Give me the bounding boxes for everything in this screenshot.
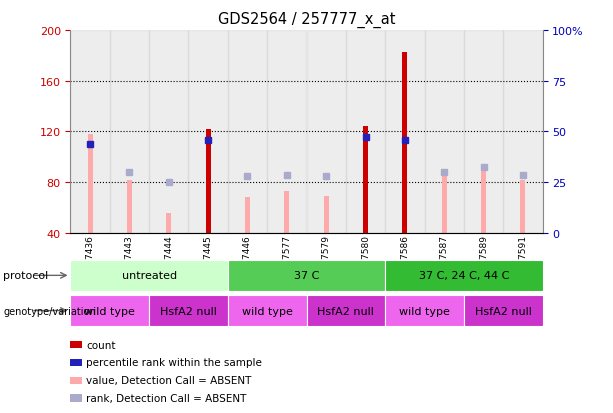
Bar [306,31,346,233]
Bar [442,173,446,233]
Bar [464,295,543,326]
Text: count: count [86,340,116,350]
Text: wild type: wild type [399,306,450,316]
Bar [481,168,486,233]
Text: protocol: protocol [3,271,48,281]
Bar [70,260,228,291]
Bar [127,180,132,233]
Text: rank, Detection Call = ABSENT: rank, Detection Call = ABSENT [86,393,247,403]
Bar [110,31,149,233]
Bar [167,213,171,233]
Text: wild type: wild type [85,306,135,316]
Bar [464,31,503,233]
Bar [228,31,267,233]
Bar [324,197,329,233]
Bar [228,260,385,291]
Text: wild type: wild type [242,306,292,316]
Bar [149,295,228,326]
Bar [284,192,289,233]
Text: HsfA2 null: HsfA2 null [318,306,375,316]
Text: HsfA2 null: HsfA2 null [474,306,531,316]
Text: untreated: untreated [121,271,177,281]
Bar [189,31,228,233]
Bar [363,127,368,233]
Text: genotype/variation: genotype/variation [3,306,96,316]
Bar [346,31,385,233]
Bar [70,31,110,233]
Bar [306,295,385,326]
Bar [385,260,543,291]
Bar [424,31,464,233]
Bar [520,180,525,233]
Bar [228,295,306,326]
Text: 37 C, 24 C, 44 C: 37 C, 24 C, 44 C [419,271,509,281]
Bar [206,130,210,233]
Bar [385,295,464,326]
Bar [70,295,149,326]
Bar [149,31,189,233]
Text: 37 C: 37 C [294,271,319,281]
Title: GDS2564 / 257777_x_at: GDS2564 / 257777_x_at [218,12,395,28]
Text: value, Detection Call = ABSENT: value, Detection Call = ABSENT [86,375,252,385]
Bar [503,31,543,233]
Bar [88,135,93,233]
Bar [403,52,407,233]
Bar [245,198,250,233]
Bar [267,31,306,233]
Bar [385,31,424,233]
Text: percentile rank within the sample: percentile rank within the sample [86,358,262,368]
Text: HsfA2 null: HsfA2 null [160,306,217,316]
